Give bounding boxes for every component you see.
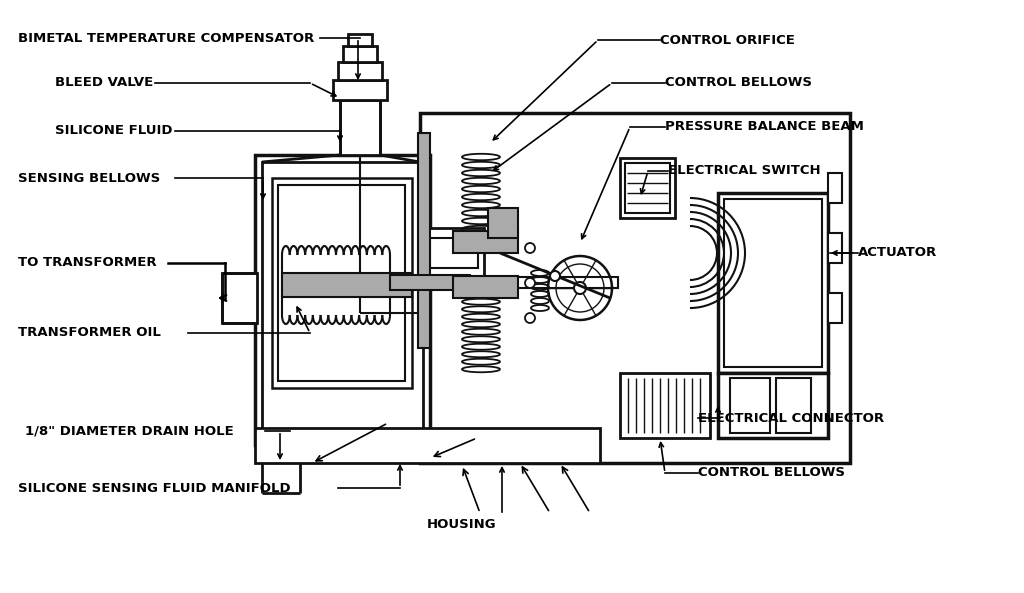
Text: TRANSFORMER OIL: TRANSFORMER OIL <box>18 327 161 340</box>
Bar <box>453 276 518 298</box>
Bar <box>488 208 518 238</box>
Bar <box>348 34 372 46</box>
Text: CONTROL ORIFICE: CONTROL ORIFICE <box>660 33 795 46</box>
Text: PRESSURE BALANCE BEAM: PRESSURE BALANCE BEAM <box>665 120 864 133</box>
Bar <box>828 293 842 323</box>
Bar <box>282 273 412 297</box>
Bar <box>222 273 257 323</box>
Bar <box>278 185 406 381</box>
Text: BIMETAL TEMPERATURE COMPENSATOR: BIMETAL TEMPERATURE COMPENSATOR <box>18 31 314 44</box>
Text: SILICONE SENSING FLUID MANIFOLD: SILICONE SENSING FLUID MANIFOLD <box>18 482 291 495</box>
Bar <box>828 233 842 263</box>
Circle shape <box>525 313 535 323</box>
Bar <box>390 275 470 290</box>
Bar <box>620 158 675 218</box>
Circle shape <box>574 282 586 294</box>
Text: CONTROL BELLOWS: CONTROL BELLOWS <box>665 76 812 90</box>
Bar <box>338 62 382 80</box>
Bar <box>333 80 387 100</box>
Bar <box>418 133 430 348</box>
Bar <box>776 378 811 433</box>
Bar <box>420 113 850 463</box>
Text: 1/8" DIAMETER DRAIN HOLE: 1/8" DIAMETER DRAIN HOLE <box>25 425 233 438</box>
Bar <box>828 173 842 203</box>
Circle shape <box>550 271 560 281</box>
Bar <box>730 378 770 433</box>
Circle shape <box>525 243 535 253</box>
Text: SILICONE FLUID: SILICONE FLUID <box>55 125 172 138</box>
Text: ELECTRICAL CONNECTOR: ELECTRICAL CONNECTOR <box>698 412 884 425</box>
Bar <box>255 428 600 463</box>
Bar <box>625 163 670 213</box>
Bar <box>718 193 828 373</box>
Bar <box>724 199 822 367</box>
Circle shape <box>525 278 535 288</box>
Bar <box>272 178 412 388</box>
Text: ACTUATOR: ACTUATOR <box>858 247 937 260</box>
Bar <box>453 231 518 253</box>
Text: HOUSING: HOUSING <box>427 518 497 531</box>
Bar <box>430 238 478 268</box>
Bar <box>718 373 828 438</box>
Bar <box>262 162 423 438</box>
Text: BLEED VALVE: BLEED VALVE <box>55 76 154 90</box>
Text: TO TRANSFORMER: TO TRANSFORMER <box>18 257 157 269</box>
Bar <box>620 373 710 438</box>
Text: CONTROL BELLOWS: CONTROL BELLOWS <box>698 467 845 480</box>
Bar <box>424 228 484 278</box>
Text: SENSING BELLOWS: SENSING BELLOWS <box>18 171 160 184</box>
Bar <box>468 277 618 288</box>
Bar <box>262 162 423 438</box>
Bar <box>340 100 380 155</box>
Text: ELECTRICAL SWITCH: ELECTRICAL SWITCH <box>668 164 820 177</box>
Bar <box>343 46 377 62</box>
Bar <box>255 155 430 445</box>
